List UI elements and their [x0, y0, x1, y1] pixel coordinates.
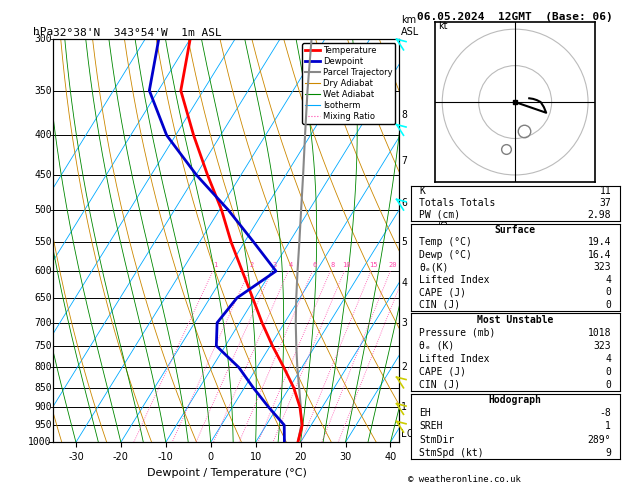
Text: 6: 6 [313, 262, 317, 268]
Text: 400: 400 [34, 130, 52, 140]
Text: 950: 950 [34, 420, 52, 430]
Text: 323: 323 [594, 262, 611, 272]
Text: km
ASL: km ASL [401, 15, 420, 37]
Text: 1000: 1000 [28, 437, 52, 447]
Text: 750: 750 [34, 341, 52, 351]
Text: CAPE (J): CAPE (J) [419, 287, 466, 297]
Text: 0: 0 [605, 380, 611, 390]
Text: 16.4: 16.4 [587, 250, 611, 260]
Text: 8: 8 [401, 109, 407, 120]
Text: 1: 1 [401, 402, 407, 412]
Text: 6: 6 [401, 198, 407, 208]
Text: 2.98: 2.98 [587, 210, 611, 220]
Text: 350: 350 [34, 86, 52, 96]
Text: 37: 37 [599, 198, 611, 208]
Text: EH: EH [419, 408, 431, 418]
Text: 1: 1 [213, 262, 218, 268]
Text: 4: 4 [605, 275, 611, 285]
Text: 650: 650 [34, 293, 52, 303]
Text: LCL: LCL [401, 429, 419, 439]
Text: Pressure (mb): Pressure (mb) [419, 328, 496, 338]
Text: 5: 5 [401, 237, 407, 247]
Y-axis label: Mixing Ratio (g/kg): Mixing Ratio (g/kg) [438, 194, 448, 287]
Text: CAPE (J): CAPE (J) [419, 367, 466, 377]
Text: 4: 4 [401, 278, 407, 288]
Text: SREH: SREH [419, 421, 443, 432]
Text: StmDir: StmDir [419, 434, 454, 445]
Text: 0: 0 [605, 367, 611, 377]
Text: 10: 10 [343, 262, 351, 268]
Text: 2: 2 [401, 363, 407, 372]
Text: 15: 15 [369, 262, 377, 268]
Text: 550: 550 [34, 237, 52, 247]
Text: Temp (°C): Temp (°C) [419, 237, 472, 247]
Text: 700: 700 [34, 318, 52, 328]
Text: 850: 850 [34, 383, 52, 393]
Text: -8: -8 [599, 408, 611, 418]
Text: 06.05.2024  12GMT  (Base: 06): 06.05.2024 12GMT (Base: 06) [417, 12, 613, 22]
Text: 300: 300 [34, 34, 52, 44]
Text: Surface: Surface [494, 225, 536, 235]
Text: Lifted Index: Lifted Index [419, 275, 489, 285]
Text: Dewp (°C): Dewp (°C) [419, 250, 472, 260]
Text: 289°: 289° [587, 434, 611, 445]
Text: 1: 1 [605, 421, 611, 432]
X-axis label: Dewpoint / Temperature (°C): Dewpoint / Temperature (°C) [147, 468, 306, 478]
Text: Most Unstable: Most Unstable [477, 315, 554, 325]
Text: 9: 9 [605, 448, 611, 458]
Text: 0: 0 [605, 287, 611, 297]
Text: 2: 2 [250, 262, 254, 268]
Text: 7: 7 [401, 156, 407, 166]
Text: 4: 4 [289, 262, 293, 268]
Text: 450: 450 [34, 170, 52, 180]
Text: 0: 0 [605, 300, 611, 310]
Text: 4: 4 [605, 354, 611, 364]
Text: 3: 3 [401, 318, 407, 328]
Text: hPa: hPa [33, 27, 53, 37]
Text: © weatheronline.co.uk: © weatheronline.co.uk [408, 474, 520, 484]
Text: 20: 20 [388, 262, 397, 268]
Text: 323: 323 [594, 341, 611, 351]
Text: 600: 600 [34, 266, 52, 276]
Text: 32°38'N  343°54'W  1m ASL: 32°38'N 343°54'W 1m ASL [53, 28, 222, 38]
Text: θₑ (K): θₑ (K) [419, 341, 454, 351]
Text: 11: 11 [599, 187, 611, 196]
Text: 500: 500 [34, 205, 52, 215]
Text: CIN (J): CIN (J) [419, 380, 460, 390]
Text: 800: 800 [34, 363, 52, 372]
Text: CIN (J): CIN (J) [419, 300, 460, 310]
Text: 19.4: 19.4 [587, 237, 611, 247]
Text: 3: 3 [272, 262, 276, 268]
Text: K: K [419, 187, 425, 196]
Text: Hodograph: Hodograph [489, 395, 542, 405]
Legend: Temperature, Dewpoint, Parcel Trajectory, Dry Adiabat, Wet Adiabat, Isotherm, Mi: Temperature, Dewpoint, Parcel Trajectory… [303, 43, 395, 123]
Text: 900: 900 [34, 402, 52, 412]
Text: Totals Totals: Totals Totals [419, 198, 496, 208]
Text: kt: kt [438, 21, 448, 31]
Text: PW (cm): PW (cm) [419, 210, 460, 220]
Text: θₑ(K): θₑ(K) [419, 262, 448, 272]
Text: 1018: 1018 [587, 328, 611, 338]
Text: Lifted Index: Lifted Index [419, 354, 489, 364]
Text: StmSpd (kt): StmSpd (kt) [419, 448, 484, 458]
Text: 8: 8 [330, 262, 335, 268]
